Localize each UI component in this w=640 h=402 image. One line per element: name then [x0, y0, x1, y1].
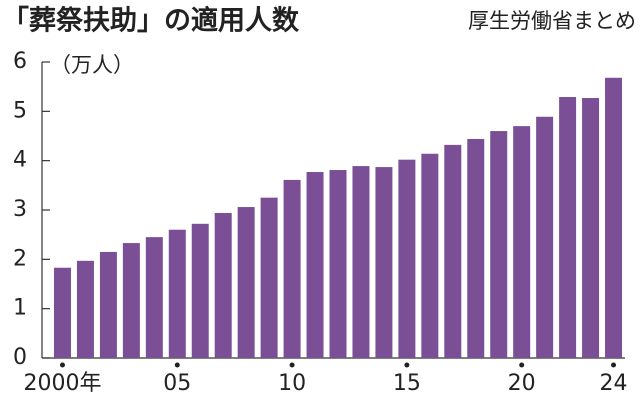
bar [490, 131, 508, 358]
x-tick-label: 24 [600, 371, 628, 396]
bar [99, 251, 117, 358]
bar [559, 97, 577, 358]
y-tick-label: 0 [13, 345, 27, 370]
bar [398, 159, 416, 358]
bar [375, 167, 393, 358]
x-tick-dot [174, 362, 180, 368]
bar [306, 172, 324, 358]
x-tick-label: 2000年 [23, 371, 101, 396]
bar [329, 170, 347, 358]
bar [191, 223, 209, 358]
x-tick-dot [519, 362, 525, 368]
y-tick-label: 4 [13, 148, 27, 173]
bar [605, 77, 623, 358]
x-tick-dot [611, 362, 617, 368]
chart-title: 「葬祭扶助」の適用人数 [2, 5, 300, 37]
x-tick-label: 15 [393, 371, 421, 396]
y-tick-label: 5 [13, 98, 27, 123]
x-tick-dot [59, 362, 65, 368]
bar [122, 243, 140, 358]
y-tick-label: 6 [13, 49, 27, 74]
bar [168, 229, 186, 358]
source-note: 厚生労働省まとめ [468, 9, 636, 33]
bar [444, 144, 462, 358]
x-tick-dot [404, 362, 410, 368]
bar [53, 267, 71, 358]
bar [260, 197, 278, 358]
bar [214, 212, 232, 358]
unit-label: （万人） [50, 53, 134, 77]
bar [237, 207, 255, 358]
y-tick-label: 2 [13, 246, 27, 271]
y-tick-label: 3 [13, 197, 27, 222]
x-tick-dot [289, 362, 295, 368]
bar [76, 260, 94, 358]
bar [421, 153, 439, 358]
bar [582, 98, 600, 358]
bar [283, 179, 301, 358]
x-tick-label: 20 [508, 371, 536, 396]
bar [513, 126, 531, 358]
x-tick-label: 10 [278, 371, 306, 396]
bar [352, 166, 370, 358]
y-tick-label: 1 [13, 296, 27, 321]
bar [145, 237, 163, 358]
bar [467, 138, 485, 358]
bar [536, 116, 554, 358]
x-tick-label: 05 [163, 371, 191, 396]
